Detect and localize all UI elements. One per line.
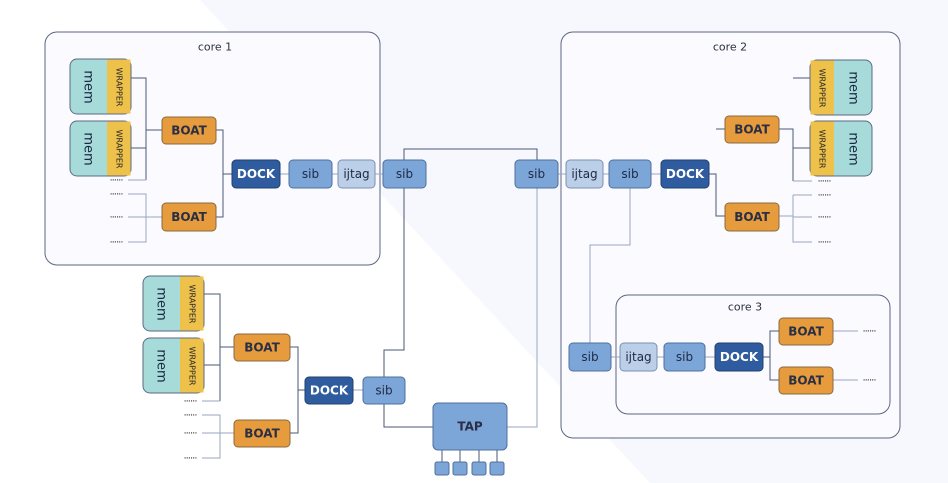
svg-text:ijtag: ijtag (571, 167, 597, 181)
svg-text:BOAT: BOAT (171, 210, 207, 224)
tap-pin (489, 461, 505, 476)
svg-text:......: ...... (817, 188, 831, 199)
svg-text:sib: sib (621, 167, 638, 181)
svg-text:sib: sib (396, 167, 413, 181)
ijtag-core3[interactable]: ijtag (619, 342, 658, 372)
svg-text:BOAT: BOAT (244, 341, 280, 355)
tap[interactable]: TAP (432, 402, 508, 451)
svg-text:BOAT: BOAT (788, 325, 824, 339)
wrapper-label: WRAPPER (818, 130, 827, 169)
boat-core3-1[interactable]: BOAT (778, 317, 834, 346)
sib-top-left[interactable]: sib (382, 159, 427, 189)
tap-pin (452, 461, 468, 476)
wrapper-label: WRAPPER (115, 130, 124, 169)
svg-text:ijtag: ijtag (343, 167, 369, 181)
dock-core2[interactable]: DOCK (660, 159, 710, 189)
core-1-label: core 1 (198, 41, 232, 54)
wrapper-label: WRAPPER (115, 68, 124, 107)
mem-label: mem (846, 71, 861, 104)
boat-core2-2[interactable]: BOAT (724, 202, 780, 232)
mem-wrapper-3[interactable]: mem WRAPPER (142, 275, 205, 332)
mem-wrapper-5[interactable]: WRAPPER mem (809, 59, 873, 116)
svg-text:BOAT: BOAT (171, 124, 207, 138)
mem-label: mem (81, 132, 96, 165)
svg-text:......: ...... (183, 394, 197, 405)
core-2-label: core 2 (713, 41, 747, 54)
svg-text:TAP: TAP (457, 420, 483, 434)
ijtag-core1[interactable]: ijtag (337, 159, 376, 189)
wrapper-label: WRAPPER (188, 347, 197, 386)
svg-text:......: ...... (817, 210, 831, 221)
svg-text:......: ...... (817, 174, 831, 185)
dock-core1[interactable]: DOCK (231, 159, 281, 189)
svg-text:ijtag: ijtag (625, 350, 651, 364)
boat-core1-2[interactable]: BOAT (161, 202, 217, 232)
more-placeholders-lower: ...... ...... ...... ...... (183, 394, 198, 462)
connections (128, 77, 858, 462)
sib-core2[interactable]: sib (608, 159, 652, 189)
boat-core3-2[interactable]: BOAT (778, 366, 834, 395)
dock-lower[interactable]: DOCK (304, 376, 354, 405)
svg-text:BOAT: BOAT (734, 123, 770, 137)
boat-core1-1[interactable]: BOAT (161, 116, 217, 145)
boat-lower-2[interactable]: BOAT (233, 419, 291, 448)
boat-lower-1[interactable]: BOAT (233, 333, 291, 362)
mem-label: mem (154, 287, 169, 320)
svg-text:sib: sib (528, 167, 545, 181)
mem-wrapper-1[interactable]: mem WRAPPER (69, 58, 132, 115)
svg-text:BOAT: BOAT (244, 427, 280, 441)
mem-wrapper-2[interactable]: mem WRAPPER (69, 120, 132, 177)
mem-wrapper-4[interactable]: mem WRAPPER (142, 337, 205, 394)
tap-pin (434, 461, 450, 476)
svg-text:......: ...... (109, 210, 123, 221)
svg-text:......: ...... (109, 173, 123, 184)
svg-text:sib: sib (302, 167, 319, 181)
boat-core2-1[interactable]: BOAT (724, 115, 780, 144)
more-placeholders: ...... ...... ...... ...... (109, 173, 124, 246)
svg-text:......: ...... (109, 235, 123, 246)
svg-text:sib: sib (581, 350, 598, 364)
svg-text:DOCK: DOCK (720, 350, 759, 364)
svg-text:DOCK: DOCK (666, 167, 705, 181)
wrapper-label: WRAPPER (188, 285, 197, 324)
svg-text:DOCK: DOCK (237, 167, 276, 181)
svg-text:......: ...... (862, 324, 876, 335)
sib-lower[interactable]: sib (362, 376, 406, 405)
core-3-label: core 3 (728, 301, 762, 314)
svg-text:sib: sib (375, 384, 392, 398)
wrapper-label: WRAPPER (818, 69, 827, 108)
svg-text:......: ...... (109, 187, 123, 198)
sib-core3[interactable]: sib (663, 342, 706, 372)
svg-text:......: ...... (183, 451, 197, 462)
dock-core3[interactable]: DOCK (714, 342, 764, 372)
mem-wrapper-6[interactable]: WRAPPER mem (809, 120, 873, 177)
mem-label: mem (81, 70, 96, 103)
svg-text:......: ...... (183, 426, 197, 437)
sib-top-right[interactable]: sib (514, 159, 559, 189)
svg-text:......: ...... (183, 408, 197, 419)
mem-label: mem (154, 349, 169, 382)
more-placeholders-core2: ...... ...... ...... ...... (817, 174, 832, 246)
mem-label: mem (846, 132, 861, 165)
tap-pins (434, 461, 505, 476)
svg-text:BOAT: BOAT (734, 210, 770, 224)
svg-text:sib: sib (676, 350, 693, 364)
svg-text:DOCK: DOCK (310, 384, 349, 398)
svg-text:......: ...... (817, 235, 831, 246)
svg-text:......: ...... (862, 373, 876, 384)
tap-pin (471, 461, 487, 476)
sib-core3-entry[interactable]: sib (568, 342, 612, 372)
ijtag-core2[interactable]: ijtag (565, 159, 604, 189)
svg-text:BOAT: BOAT (788, 374, 824, 388)
more-placeholders-core3: ...... ...... (862, 324, 877, 384)
sib-core1[interactable]: sib (288, 159, 333, 189)
